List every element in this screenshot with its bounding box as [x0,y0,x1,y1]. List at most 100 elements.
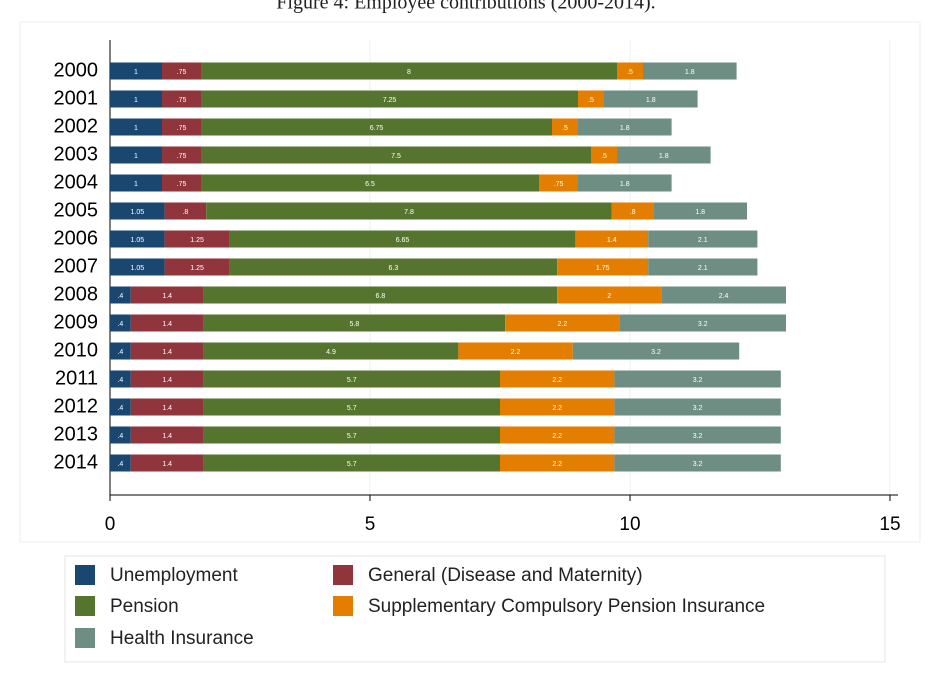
bar-segment [110,202,165,220]
bar-segment [162,62,201,80]
bar-segment [110,314,131,332]
value-label: 2.1 [698,237,708,244]
value-label: 3.2 [693,461,703,468]
y-tick-label: 2004 [54,171,99,193]
value-label: 1 [134,125,138,132]
bar-segment [162,146,201,164]
bar-segment [614,398,781,416]
bar-segment [575,230,649,248]
x-tick-label: 15 [879,514,900,535]
bar-segment [162,90,201,108]
legend-label: Health Insurance [110,628,254,649]
value-label: 5.7 [347,433,357,440]
x-tick-label: 10 [619,514,640,535]
bar-segment [229,230,576,248]
y-tick-label: 2006 [54,227,99,249]
value-label: 6.5 [365,181,375,188]
bar-segment [557,286,662,304]
bar-segment [648,230,758,248]
value-label: 3.2 [693,377,703,384]
value-label: 3.2 [693,405,703,412]
value-label: 1.4 [607,237,617,244]
value-label: 2.2 [552,433,562,440]
value-label: 2 [607,293,611,300]
value-label: .5 [627,69,633,76]
bar-segment [458,342,573,360]
value-label: 5.7 [347,377,357,384]
value-label: 1.4 [162,293,172,300]
legend-box [64,555,886,663]
bar-segment [130,398,204,416]
y-tick-label: 2001 [54,87,99,109]
x-tick-label: 5 [365,514,376,535]
bar-segment [500,398,615,416]
bar-segment [203,286,558,304]
value-label: 1.8 [685,69,695,76]
y-tick-label: 2003 [54,143,99,165]
bar-segment [505,314,620,332]
value-label: .4 [117,349,123,356]
bar-segment [110,426,131,444]
bar-segment [110,118,162,136]
value-label: 2.1 [698,265,708,272]
bar-segment [201,90,578,108]
bar-segment [130,286,204,304]
value-label: .4 [117,321,123,328]
value-label: 1 [134,153,138,160]
y-tick-label: 2005 [54,199,99,221]
bar-segment [110,370,131,388]
chart-title: Figure 4: Employee contributions (2000-2… [276,0,655,14]
value-label: 1.4 [162,405,172,412]
bar-segment [130,454,204,472]
value-label: 2.2 [558,321,568,328]
bar-segment [614,370,781,388]
bar-segment [619,314,786,332]
value-label: .4 [117,377,123,384]
legend-swatch [75,565,95,585]
value-label: 1 [134,69,138,76]
bar-segment [162,174,201,192]
bar-segment [130,426,204,444]
value-label: 1.25 [190,237,204,244]
bar-segment [578,118,672,136]
value-label: 6.8 [376,293,386,300]
legend-swatch [333,565,353,585]
bar-segment [203,398,500,416]
value-label: 1.8 [620,125,630,132]
value-label: 5.8 [350,321,360,328]
bar-segment [130,314,204,332]
value-label: 7.5 [391,153,401,160]
bar-segment [201,146,591,164]
bar-segment [164,258,230,276]
y-tick-label: 2012 [54,395,99,417]
value-label: 3.2 [651,349,661,356]
value-label: 1.75 [596,265,610,272]
value-label: 2.2 [511,349,521,356]
value-label: 2.4 [719,293,729,300]
bar-segment [206,202,612,220]
y-tick-label: 2000 [54,59,99,81]
y-tick-label: 2002 [54,115,99,137]
value-label: .4 [117,293,123,300]
bar-segment [201,62,617,80]
bar-segment [552,118,578,136]
bar-segment [557,258,649,276]
bar-segment [572,342,740,360]
value-label: .8 [630,209,636,216]
value-label: 1.05 [130,209,144,216]
x-tick-label: 0 [105,514,116,535]
bar-segment [203,454,500,472]
bar-segment [130,370,204,388]
bar-segment [614,426,781,444]
value-label: 3.2 [693,433,703,440]
bar-segment [203,426,500,444]
value-label: 1.8 [646,97,656,104]
value-label: 1.8 [620,181,630,188]
value-label: 8 [407,69,411,76]
value-label: .75 [177,125,187,132]
value-label: .75 [554,181,564,188]
bar-segment [203,314,506,332]
y-tick-label: 2009 [54,311,99,333]
value-label: 1.4 [162,321,172,328]
